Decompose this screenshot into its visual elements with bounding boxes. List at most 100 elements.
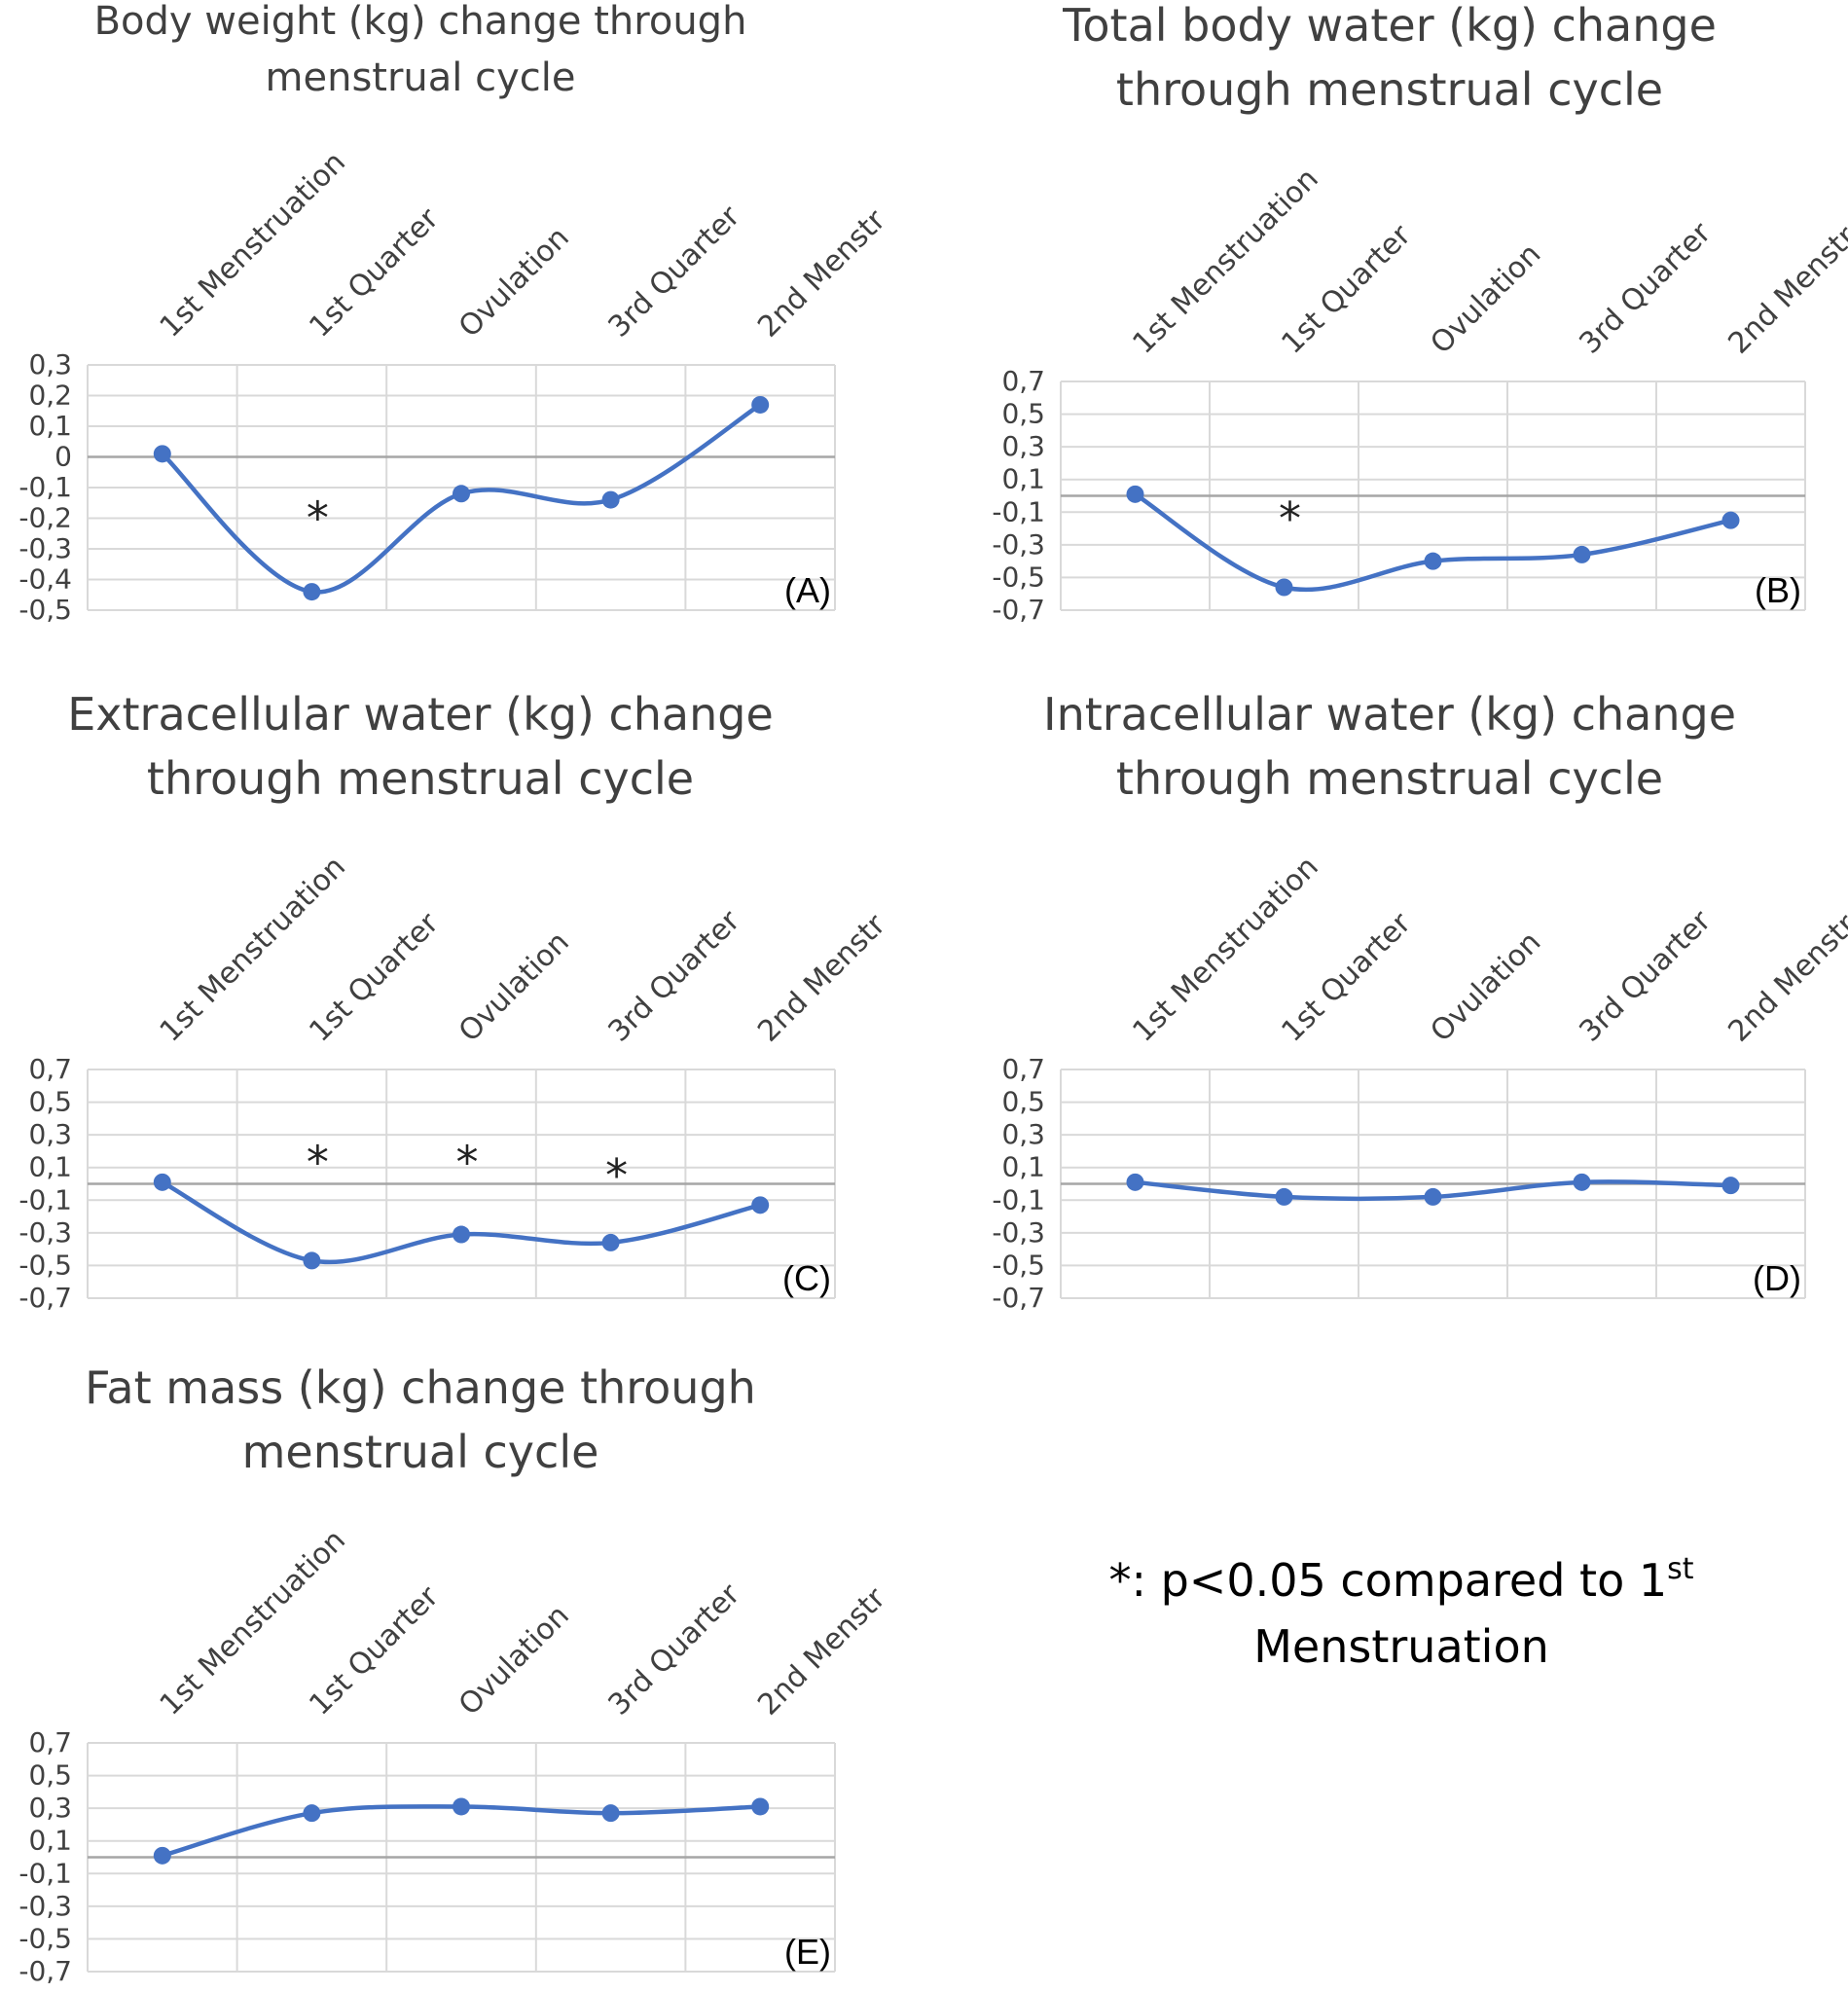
- y-tick-label: 0,1: [28, 410, 72, 442]
- y-tick-label: -0,3: [18, 532, 72, 564]
- y-tick-label: 0,7: [28, 1053, 72, 1085]
- x-category-label: Ovulation: [453, 925, 576, 1049]
- x-category-label: 1st Quarter: [1275, 218, 1418, 361]
- data-point: [453, 1797, 470, 1816]
- y-tick-label: -0,5: [992, 561, 1045, 593]
- data-point: [1573, 545, 1591, 563]
- svg-text:*: p<0.05 compared to 1st: *: p<0.05 compared to 1st: [1108, 1552, 1693, 1607]
- data-point: [303, 1804, 321, 1823]
- y-tick-label: 0,7: [1001, 1053, 1045, 1085]
- chart-title-line: Intracellular water (kg) change: [1043, 688, 1736, 741]
- significance-asterisk: *: [605, 1149, 628, 1202]
- y-tick-label: -0,7: [992, 594, 1045, 626]
- x-category-label: Ovulation: [1424, 925, 1547, 1049]
- y-tick-label: -0,5: [18, 1249, 72, 1281]
- charts-layer: Body weight (kg) change through menstrual…: [18, 0, 1848, 1987]
- x-category-label: 1st Quarter: [1275, 906, 1418, 1049]
- x-category-label: Ovulation: [1424, 237, 1547, 361]
- y-tick-label: -0,3: [992, 1216, 1045, 1249]
- chart-panel-d: Intracellular water (kg) change through m…: [992, 688, 1848, 1314]
- panel-label: (D): [1753, 1258, 1801, 1298]
- y-tick-label: -0,1: [18, 471, 72, 503]
- footnote-superscript: st: [1667, 1552, 1694, 1586]
- y-tick-label: 0,5: [1001, 398, 1045, 430]
- data-point: [303, 583, 321, 601]
- data-point: [751, 395, 770, 414]
- footnote-marker: *: [1108, 1554, 1131, 1607]
- data-point: [751, 1196, 770, 1214]
- x-category-label: 3rd Quarter: [602, 1576, 747, 1721]
- y-tick-label: 0,5: [28, 1759, 72, 1792]
- y-tick-label: 0,7: [1001, 365, 1045, 397]
- y-tick-label: 0: [54, 441, 72, 473]
- x-category-label: 1st Quarter: [303, 201, 446, 344]
- y-tick-label: 0,7: [28, 1726, 72, 1758]
- y-tick-label: 0,1: [28, 1825, 72, 1857]
- data-point: [1126, 485, 1144, 503]
- y-tick-label: 0,1: [1001, 463, 1045, 495]
- data-point: [1424, 552, 1442, 570]
- y-tick-label: -0,5: [18, 1922, 72, 1954]
- x-category-label: 3rd Quarter: [602, 199, 747, 344]
- chart-title-line: through menstrual cycle: [1116, 63, 1663, 116]
- series-line: [161, 1179, 761, 1265]
- chart-panel-a: Body weight (kg) change through menstrual…: [18, 0, 892, 626]
- footnote-text: : p<0.05 compared to 1: [1131, 1554, 1667, 1607]
- x-category-label: 2nd Menstr: [751, 202, 892, 344]
- data-point: [1126, 1173, 1144, 1191]
- chart-title-line: Body weight (kg) change through: [94, 0, 747, 44]
- y-tick-label: 0,3: [28, 1792, 72, 1824]
- data-point: [1275, 1187, 1293, 1206]
- y-tick-label: 0,1: [1001, 1151, 1045, 1183]
- y-tick-label: -0,5: [992, 1249, 1045, 1281]
- x-category-label: 2nd Menstr: [751, 907, 892, 1048]
- panel-label: (C): [782, 1258, 831, 1298]
- y-tick-label: -0,1: [992, 495, 1045, 527]
- significance-asterisk: *: [307, 492, 329, 545]
- y-tick-label: -0,3: [18, 1890, 72, 1922]
- x-category-label: 2nd Menstr: [1721, 907, 1848, 1048]
- y-tick-label: -0,3: [18, 1216, 72, 1249]
- data-point: [453, 1225, 470, 1244]
- data-point: [601, 1804, 620, 1823]
- panel-label: (B): [1755, 570, 1801, 610]
- y-tick-label: -0,1: [992, 1183, 1045, 1215]
- y-tick-label: 0,5: [1001, 1086, 1045, 1118]
- y-tick-label: 0,3: [1001, 430, 1045, 462]
- x-category-label: 3rd Quarter: [602, 903, 747, 1048]
- data-point: [601, 490, 620, 509]
- chart-title-line: through menstrual cycle: [1116, 752, 1663, 805]
- x-category-label: Ovulation: [453, 1599, 576, 1722]
- chart-title-line: Fat mass (kg) change through: [85, 1361, 756, 1414]
- footnote-line2: Menstruation: [1253, 1620, 1549, 1673]
- panel-label: (E): [784, 1932, 831, 1972]
- x-category-label: 3rd Quarter: [1573, 215, 1718, 360]
- significance-asterisk: *: [1279, 492, 1301, 545]
- data-point: [153, 1173, 171, 1191]
- data-point: [153, 445, 171, 463]
- chart-title-line: through menstrual cycle: [147, 752, 694, 805]
- significance-asterisk: *: [456, 1137, 479, 1189]
- y-tick-label: -0,1: [18, 1857, 72, 1889]
- x-category-label: 1st Quarter: [303, 906, 446, 1049]
- chart-panel-c: Extracellular water (kg) change through m…: [18, 688, 892, 1314]
- y-tick-label: 0,5: [28, 1086, 72, 1118]
- data-point: [1573, 1173, 1591, 1191]
- data-point: [1424, 1187, 1442, 1206]
- data-point: [751, 1797, 770, 1816]
- panel-label: (A): [784, 570, 831, 610]
- chart-panel-b: Total body water (kg) change through mens…: [992, 0, 1848, 626]
- y-tick-label: -0,3: [992, 528, 1045, 561]
- data-point: [453, 485, 470, 503]
- x-category-label: 3rd Quarter: [1573, 903, 1718, 1048]
- chart-title-line: menstrual cycle: [242, 1426, 599, 1478]
- x-category-label: 2nd Menstr: [1721, 219, 1848, 360]
- y-tick-label: 0,3: [28, 1118, 72, 1150]
- x-category-label: Ovulation: [453, 221, 576, 344]
- y-tick-label: -0,5: [18, 594, 72, 626]
- y-tick-label: 0,2: [28, 380, 72, 412]
- y-tick-label: 0,3: [28, 348, 72, 380]
- chart-title-line: Extracellular water (kg) change: [67, 688, 774, 741]
- x-category-label: 1st Quarter: [303, 1579, 446, 1722]
